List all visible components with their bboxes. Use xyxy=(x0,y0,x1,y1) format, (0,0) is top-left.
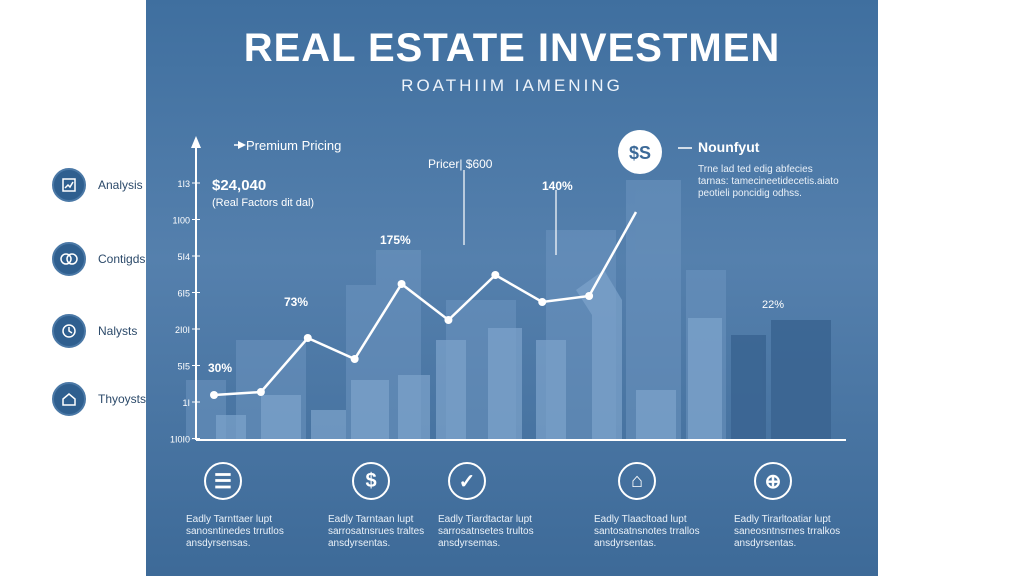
data-label-140: 140% xyxy=(542,179,573,193)
note-line: tarnas: tamecineetidecetis.aiato xyxy=(698,176,839,187)
feature-line: sarrosatnsetes trultos xyxy=(438,526,534,537)
city-skyline-right xyxy=(731,320,831,440)
document-list-icon: ☰ xyxy=(204,462,242,500)
sidebar-item-label: Contigds xyxy=(98,252,146,266)
annotation-premium-pricing: Premium Pricing xyxy=(246,138,341,153)
data-label-30: 30% xyxy=(208,361,232,375)
data-point xyxy=(491,271,500,279)
feature-line: Eadly Tarnttaer lupt xyxy=(186,514,272,525)
y-tick-label: 5I5 xyxy=(177,362,190,372)
y-tick-label: 6I5 xyxy=(177,289,190,299)
feature-line: ansdyrsentas. xyxy=(328,538,391,549)
data-label-73: 73% xyxy=(284,295,308,309)
feature-text: Eadly Tarntaan lupt sarrosatnsrues tralt… xyxy=(328,514,448,550)
infographic-panel: REAL ESTATE INVESTMEN ROATHIIM IAMENING xyxy=(146,0,878,576)
y-tick-label: 2I0I xyxy=(175,325,190,335)
feature-line: ansdyrsentas. xyxy=(594,538,657,549)
sidebar-item-label: Thyoysts xyxy=(98,392,147,406)
city-skyline-front xyxy=(216,270,722,440)
dollar-badge-text: $S xyxy=(629,143,651,163)
note-line: peotieli poncidig odhss. xyxy=(698,188,802,199)
clock-icon xyxy=(52,314,86,348)
annotation-amount: $24,040 xyxy=(212,177,266,194)
annotation-price-label: Pricer| $600 xyxy=(428,157,493,171)
feature-line: ansdyrsensas. xyxy=(186,538,251,549)
feature-line: sanosntinedes trrutlos xyxy=(186,526,284,537)
feature-line: sarrosatnsrues traltes xyxy=(328,526,425,537)
checkmark-icon: ✓ xyxy=(448,462,486,500)
home-icon: ⌂ xyxy=(618,462,656,500)
sidebar-item-label: Analysis xyxy=(98,178,143,192)
line-chart: 1I3 1I00 5I4 6I5 2I0I 5I5 1I 1I0I0 Premium Pric… xyxy=(170,130,846,445)
y-tick-label: 1I3 xyxy=(177,179,190,189)
series-line xyxy=(213,211,638,397)
dollar-icon: $ xyxy=(352,462,390,500)
feature-line: Eadly Tirarltoatiar lupt xyxy=(734,514,831,525)
sidebar-item-label: Nalysts xyxy=(98,324,138,338)
data-point xyxy=(350,355,359,363)
y-tick-label: 1I00 xyxy=(172,216,190,226)
sidebar-item-nalysts[interactable]: Nalysts xyxy=(52,314,137,348)
feature-line: ansdyrsemas. xyxy=(438,538,501,549)
data-point xyxy=(444,316,453,324)
chart-document-icon xyxy=(52,168,86,202)
data-point xyxy=(210,391,218,399)
data-label-22: 22% xyxy=(762,299,784,311)
feature-line: Eadly Tlaacltoad lupt xyxy=(594,514,687,525)
data-point xyxy=(303,334,312,342)
y-tick-group: 1I3 1I00 5I4 6I5 2I0I 5I5 1I 1I0I0 xyxy=(170,179,200,445)
data-point xyxy=(585,292,594,300)
series-line-group xyxy=(210,211,638,399)
data-point xyxy=(397,280,406,288)
feature-line: ansdyrsentas. xyxy=(734,538,797,549)
y-tick-label: 5I4 xyxy=(177,252,190,262)
house-document-icon xyxy=(52,382,86,416)
sidebar-item-contigds[interactable]: Contigds xyxy=(52,242,145,276)
y-axis-arrow xyxy=(191,136,201,148)
note-line: Trne lad ted edig abfecies xyxy=(698,164,813,175)
feature-line: saneosntnsrnes trralkos xyxy=(734,526,841,537)
globe-icon: ⊕ xyxy=(754,462,792,500)
feature-line: santosatnsnotes trrallos xyxy=(594,526,700,537)
data-label-175: 175% xyxy=(380,233,411,247)
y-tick-label: 1I xyxy=(182,398,190,408)
arrow-icon xyxy=(238,141,246,149)
dollar-badge-icon xyxy=(618,130,662,174)
annotation-amount-sub: (Real Factors dit dal) xyxy=(212,197,314,209)
y-tick-label: 1I0I0 xyxy=(170,435,190,445)
feature-line: Eadly Tiardtactar lupt xyxy=(438,514,532,525)
feature-text: Eadly Tirarltoatiar lupt saneosntnsrnes … xyxy=(734,514,854,550)
page-subtitle: ROATHIIM IAMENING xyxy=(401,76,623,95)
feature-text: Eadly Tlaacltoad lupt santosatnsnotes tr… xyxy=(594,514,714,550)
sidebar-item-analysis[interactable]: Analysis xyxy=(52,168,143,202)
data-point xyxy=(256,388,265,396)
annotation-nounfyut: Nounfyut xyxy=(698,139,760,155)
sidebar-item-thyoysts[interactable]: Thyoysts xyxy=(52,382,146,416)
data-point xyxy=(538,298,547,306)
page-title: REAL ESTATE INVESTMEN xyxy=(243,26,781,70)
feature-text: Eadly Tiardtactar lupt sarrosatnsetes tr… xyxy=(438,514,558,550)
feature-text: Eadly Tarnttaer lupt sanosntinedes trrut… xyxy=(186,514,306,550)
handshake-icon xyxy=(52,242,86,276)
feature-line: Eadly Tarntaan lupt xyxy=(328,514,414,525)
